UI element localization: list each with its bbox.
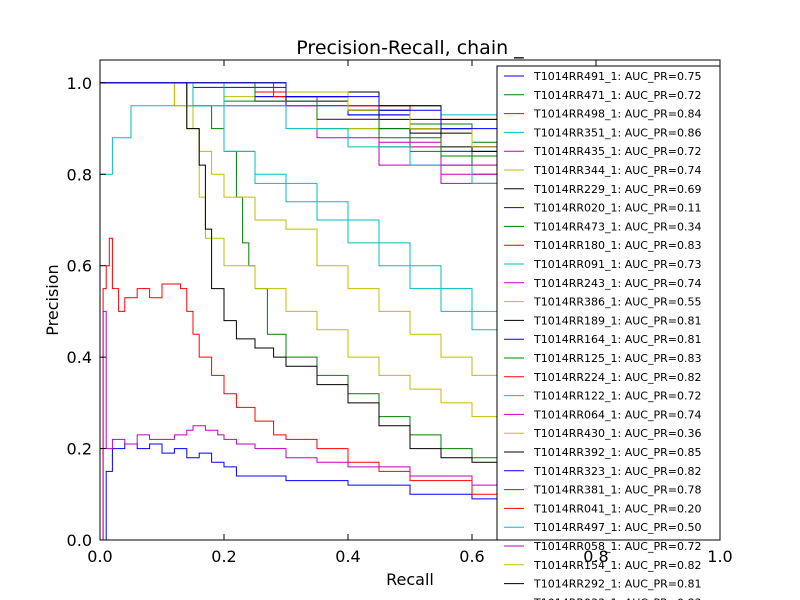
y-tick-label: 0.6 [67,257,92,276]
legend-entry-12: T1014RR243_1: AUC_PR=0.74 [533,277,701,290]
legend-entry-19: T1014RR064_1: AUC_PR=0.74 [533,408,701,421]
legend-box [496,65,721,541]
legend-entry-10: T1014RR180_1: AUC_PR=0.83 [533,239,701,252]
y-tick-label: 1.0 [67,74,92,93]
legend-entry-1: T1014RR491_1: AUC_PR=0.75 [533,70,701,83]
legend-entry-9: T1014RR473_1: AUC_PR=0.34 [533,220,701,233]
legend-entry-28: T1014RR292_1: AUC_PR=0.81 [533,578,701,591]
legend-entry-11: T1014RR091_1: AUC_PR=0.73 [533,258,701,271]
x-tick-label: 0.4 [335,547,360,566]
legend-entry-23: T1014RR381_1: AUC_PR=0.78 [533,484,701,497]
legend-entry-6: T1014RR344_1: AUC_PR=0.74 [533,164,701,177]
legend-entry-13: T1014RR386_1: AUC_PR=0.55 [533,296,701,309]
legend-entry-2: T1014RR471_1: AUC_PR=0.72 [533,89,701,102]
legend-entry-25: T1014RR497_1: AUC_PR=0.50 [533,521,701,534]
legend-entry-15: T1014RR164_1: AUC_PR=0.81 [533,333,701,346]
legend-entry-21: T1014RR392_1: AUC_PR=0.85 [533,446,701,459]
legend-entry-5: T1014RR435_1: AUC_PR=0.72 [533,145,701,158]
x-axis-label: Recall [386,570,434,589]
legend-entry-24: T1014RR041_1: AUC_PR=0.20 [533,502,701,515]
chart-title: Precision-Recall, chain _ [296,37,524,59]
series-line-24 [100,237,720,540]
legend: T1014RR491_1: AUC_PR=0.75 T1014RR471_1: A… [496,65,721,600]
x-tick-label: 0.0 [87,547,112,566]
legend-entry-22: T1014RR323_1: AUC_PR=0.82 [533,465,701,478]
legend-entry-16: T1014RR125_1: AUC_PR=0.83 [533,352,701,365]
y-tick-label: 0.8 [67,165,92,184]
legend-entry-17: T1014RR224_1: AUC_PR=0.82 [533,371,701,384]
y-tick-label: 0.0 [67,531,92,550]
legend-entry-18: T1014RR122_1: AUC_PR=0.72 [533,390,701,403]
y-tick-label: 0.4 [67,348,92,367]
legend-entry-20: T1014RR430_1: AUC_PR=0.36 [533,427,701,440]
legend-entry-3: T1014RR498_1: AUC_PR=0.84 [533,108,701,121]
x-tick-label: 0.8 [583,547,608,566]
x-tick-label: 0.2 [211,547,236,566]
y-tick-label: 0.2 [67,440,92,459]
series-line-26 [100,310,720,540]
legend-entry-4: T1014RR351_1: AUC_PR=0.86 [533,126,701,139]
legend-entry-26: T1014RR058_1: AUC_PR=0.72 [533,540,701,553]
y-axis-label: Precision [43,264,62,335]
x-tick-label: 0.6 [459,547,484,566]
legend-entry-7: T1014RR229_1: AUC_PR=0.69 [533,183,701,196]
x-tick-label: 1.0 [707,547,732,566]
legend-entry-8: T1014RR020_1: AUC_PR=0.11 [533,202,701,215]
legend-entry-14: T1014RR189_1: AUC_PR=0.81 [533,314,701,327]
legend-entry-29: T1014RR033_1: AUC_PR=0.83 [533,596,701,600]
legend-entry-27: T1014RR154_1: AUC_PR=0.82 [533,559,701,572]
